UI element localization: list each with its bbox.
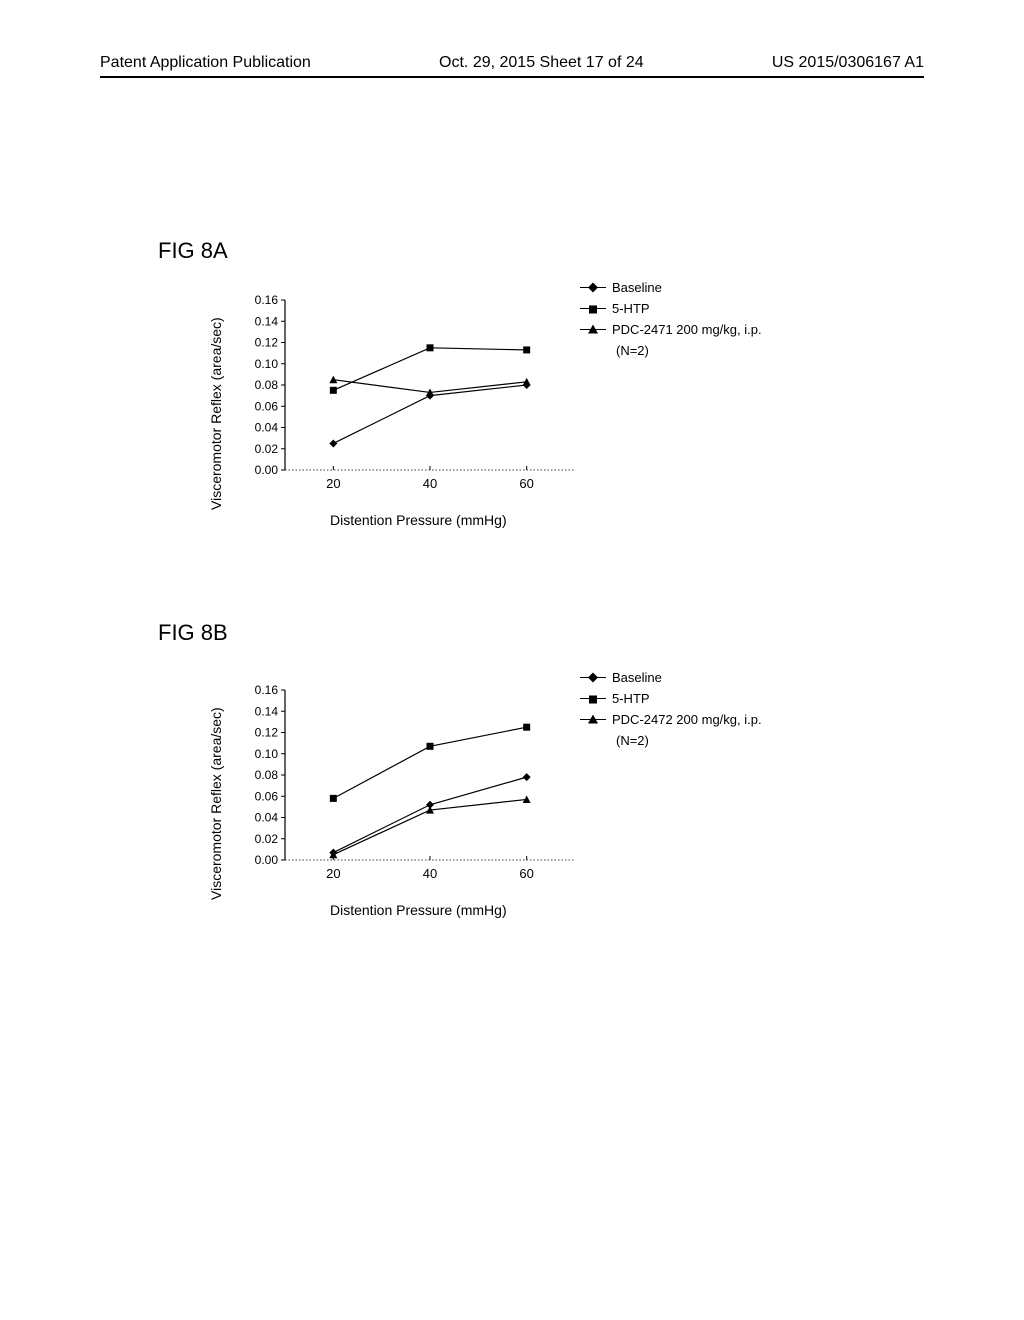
svg-text:0.10: 0.10 bbox=[255, 747, 279, 761]
legend-n: (N=2) bbox=[616, 343, 762, 358]
svg-text:20: 20 bbox=[326, 866, 340, 881]
svg-text:0.00: 0.00 bbox=[255, 853, 279, 867]
fig-8b-svg: 0.00 0.02 0.04 0.06 0.08 0.10 0.12 0.14 0.16 20 40… bbox=[230, 680, 590, 900]
fig-8b-label: FIG 8B bbox=[158, 620, 228, 646]
page-header: Patent Application Publication Oct. 29, … bbox=[100, 54, 924, 78]
triangle-icon bbox=[588, 322, 598, 337]
svg-text:0.06: 0.06 bbox=[255, 399, 279, 413]
fig-8b-legend: Baseline 5-HTP PDC-2472 200 mg/kg, i.p. … bbox=[580, 670, 762, 748]
fig-8a-label: FIG 8A bbox=[158, 238, 228, 264]
legend-item-baseline: Baseline bbox=[580, 670, 762, 685]
svg-text:60: 60 bbox=[519, 866, 533, 881]
legend-label: PDC-2472 200 mg/kg, i.p. bbox=[612, 712, 762, 727]
square-icon bbox=[589, 691, 597, 706]
legend-label: Baseline bbox=[612, 280, 662, 295]
legend-item-5htp: 5-HTP bbox=[580, 301, 762, 316]
fig-8a-chart: Visceromotor Reflex (area/sec) 0.000.020… bbox=[200, 290, 720, 550]
legend-label: 5-HTP bbox=[612, 691, 650, 706]
svg-text:0.08: 0.08 bbox=[255, 768, 279, 782]
legend-item-pdc: PDC-2471 200 mg/kg, i.p. bbox=[580, 322, 762, 337]
svg-text:0.00: 0.00 bbox=[255, 463, 279, 477]
diamond-icon bbox=[588, 280, 598, 295]
svg-text:0.06: 0.06 bbox=[255, 789, 279, 803]
fig-8a-legend: Baseline 5-HTP PDC-2471 200 mg/kg, i.p. … bbox=[580, 280, 762, 358]
svg-text:0.12: 0.12 bbox=[255, 726, 279, 740]
svg-text:0.04: 0.04 bbox=[255, 811, 279, 825]
legend-n: (N=2) bbox=[616, 733, 762, 748]
svg-text:0.16: 0.16 bbox=[255, 293, 279, 307]
svg-text:0.04: 0.04 bbox=[255, 421, 279, 435]
legend-item-5htp: 5-HTP bbox=[580, 691, 762, 706]
svg-text:0.12: 0.12 bbox=[255, 336, 279, 350]
svg-text:0.08: 0.08 bbox=[255, 378, 279, 392]
svg-text:0.14: 0.14 bbox=[255, 704, 279, 718]
svg-text:40: 40 bbox=[423, 476, 437, 491]
fig-8b-chart: Visceromotor Reflex (area/sec) 0.000.020… bbox=[200, 680, 720, 940]
svg-text:20: 20 bbox=[326, 476, 340, 491]
fig-8b-xlabel: Distention Pressure (mmHg) bbox=[330, 902, 507, 918]
header-right: US 2015/0306167 A1 bbox=[772, 54, 924, 72]
fig-8a-ylabel: Visceromotor Reflex (area/sec) bbox=[208, 317, 224, 510]
legend-item-baseline: Baseline bbox=[580, 280, 762, 295]
svg-text:0.02: 0.02 bbox=[255, 442, 279, 456]
fig-8b-ylabel: Visceromotor Reflex (area/sec) bbox=[208, 707, 224, 900]
page: Patent Application Publication Oct. 29, … bbox=[0, 0, 1024, 1320]
svg-text:60: 60 bbox=[519, 476, 533, 491]
legend-label: PDC-2471 200 mg/kg, i.p. bbox=[612, 322, 762, 337]
square-icon bbox=[589, 301, 597, 316]
svg-text:0.10: 0.10 bbox=[255, 357, 279, 371]
triangle-icon bbox=[588, 712, 598, 727]
header-center: Oct. 29, 2015 Sheet 17 of 24 bbox=[439, 54, 644, 72]
svg-text:0.02: 0.02 bbox=[255, 832, 279, 846]
fig-8a-svg: 0.00 0.02 0.04 0.06 0.08 0.10 0.12 0.14 0.16 20 40… bbox=[230, 290, 590, 510]
fig-8a-xlabel: Distention Pressure (mmHg) bbox=[330, 512, 507, 528]
legend-label: Baseline bbox=[612, 670, 662, 685]
svg-text:0.16: 0.16 bbox=[255, 683, 279, 697]
svg-text:40: 40 bbox=[423, 866, 437, 881]
legend-label: 5-HTP bbox=[612, 301, 650, 316]
header-left: Patent Application Publication bbox=[100, 54, 311, 72]
svg-text:0.14: 0.14 bbox=[255, 314, 279, 328]
diamond-icon bbox=[588, 670, 598, 685]
legend-item-pdc: PDC-2472 200 mg/kg, i.p. bbox=[580, 712, 762, 727]
